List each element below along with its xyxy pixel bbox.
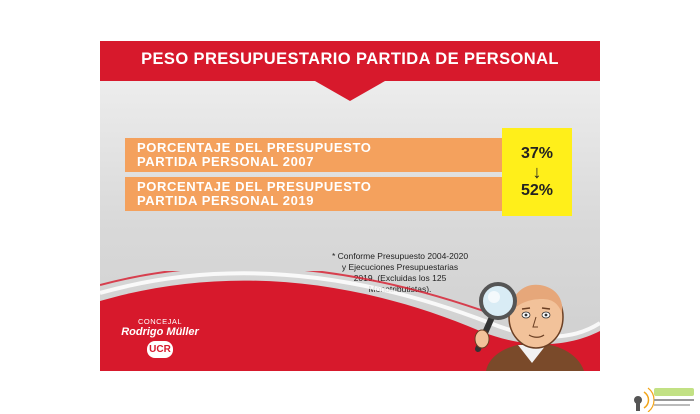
title-banner xyxy=(100,41,600,101)
row-label-line1: PORCENTAJE DEL PRESUPUESTO xyxy=(137,140,372,155)
footnote: * Conforme Presupuesto 2004-2020 y Ejecu… xyxy=(300,251,500,295)
row-label-line2: PARTIDA PERSONAL 2007 xyxy=(137,154,315,169)
footnote-line: 2019. (Excluidas los 125 xyxy=(353,273,447,283)
infographic-card: PESO PRESUPUESTARIO PARTIDA DE PERSONAL … xyxy=(100,41,600,371)
arrow-down-icon: ↓ xyxy=(532,161,542,182)
row-label-line1: PORCENTAJE DEL PRESUPUESTO xyxy=(137,179,372,194)
footnote-line: Monotributistas). xyxy=(368,284,432,294)
radio-station-logo-icon xyxy=(634,387,694,412)
footnote-line: y Ejecuciones Presupuestarias xyxy=(341,262,459,272)
party-logo: UCR xyxy=(147,341,173,358)
percentage-2019: 52% xyxy=(520,181,554,199)
budget-row-2007: PORCENTAJE DEL PRESUPUESTO PARTIDA PERSO… xyxy=(125,138,505,172)
brand-block: CONCEJAL Rodrigo Müller UCR xyxy=(114,317,206,358)
row-label-line2: PARTIDA PERSONAL 2019 xyxy=(137,193,315,208)
budget-row-2019: PORCENTAJE DEL PRESUPUESTO PARTIDA PERSO… xyxy=(125,177,505,211)
brand-name: Rodrigo Müller xyxy=(121,326,199,338)
percentage-box: 37% ↓ 52% xyxy=(502,128,572,216)
percentage-2007: 37% xyxy=(520,144,554,162)
brand-role: CONCEJAL xyxy=(137,317,182,326)
infographic-title: PESO PRESUPUESTARIO PARTIDA DE PERSONAL xyxy=(141,50,559,68)
caricature-with-magnifier-icon xyxy=(474,282,584,371)
footer-wave xyxy=(100,271,600,371)
footnote-line: * Conforme Presupuesto 2004-2020 xyxy=(331,251,469,261)
